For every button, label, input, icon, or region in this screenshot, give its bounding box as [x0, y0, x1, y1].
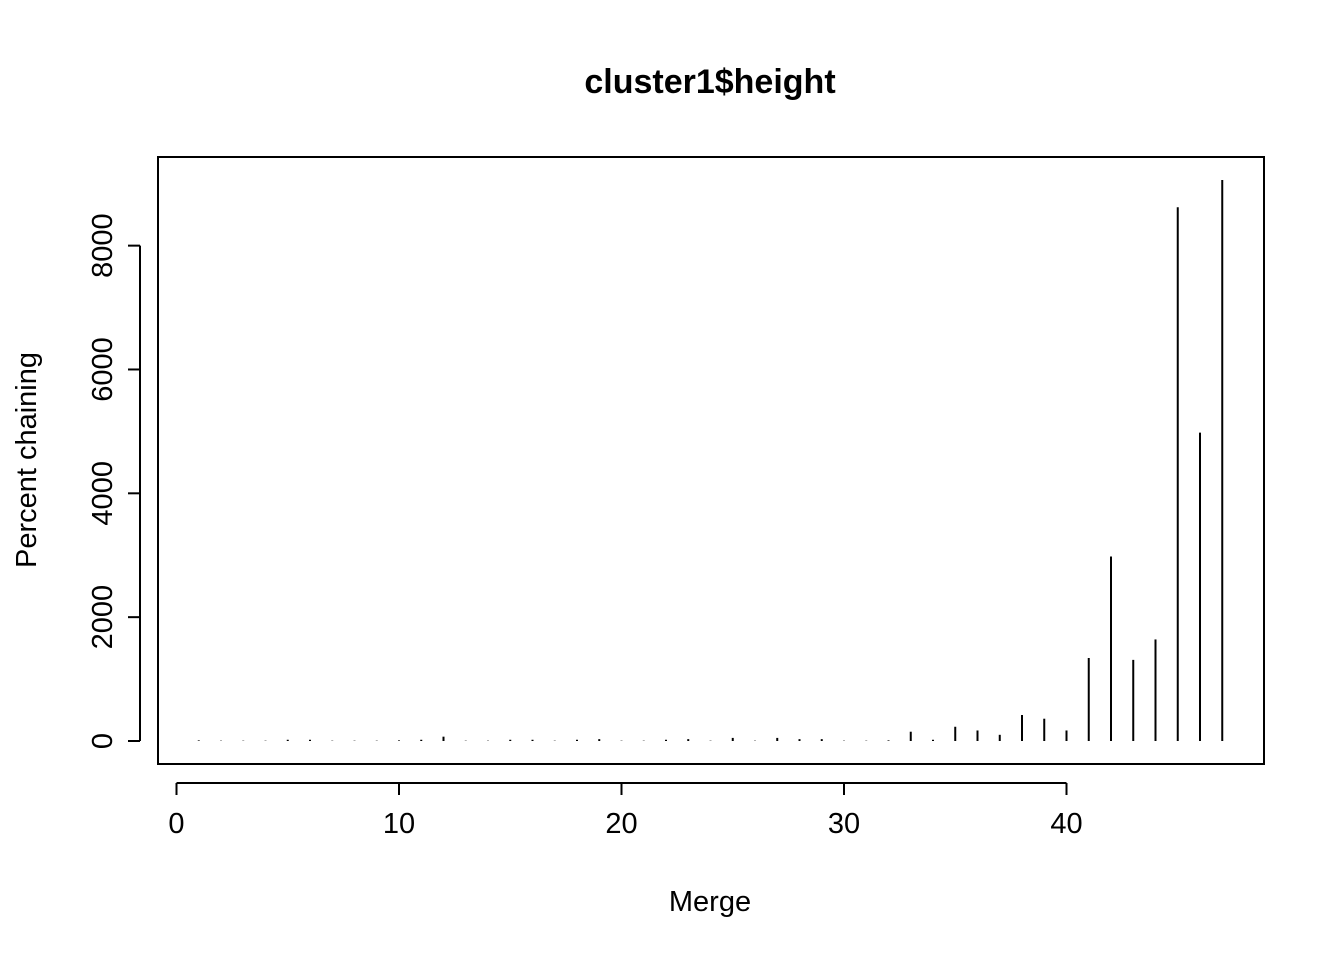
plot-area-frame	[157, 156, 1265, 765]
y-tick-label: 8000	[87, 213, 119, 278]
x-tick-label: 20	[605, 808, 637, 840]
x-axis-label: Merge	[669, 886, 751, 918]
x-axis: 0 10 20 30 40	[168, 782, 1083, 840]
x-tick-label: 30	[828, 808, 860, 840]
y-tick-label: 0	[87, 733, 119, 749]
y-tick-label: 2000	[87, 585, 119, 650]
y-tick-label: 4000	[87, 461, 119, 526]
bars	[197, 180, 1224, 741]
y-axis-label: Percent chaining	[11, 352, 43, 568]
y-tick-label: 6000	[87, 337, 119, 402]
x-tick-label: 0	[168, 808, 184, 840]
x-tick-label: 10	[383, 808, 415, 840]
x-tick-label: 40	[1050, 808, 1082, 840]
chart-title: cluster1$height	[584, 63, 835, 101]
y-axis: 0 2000 4000 6000 8000	[87, 213, 141, 749]
